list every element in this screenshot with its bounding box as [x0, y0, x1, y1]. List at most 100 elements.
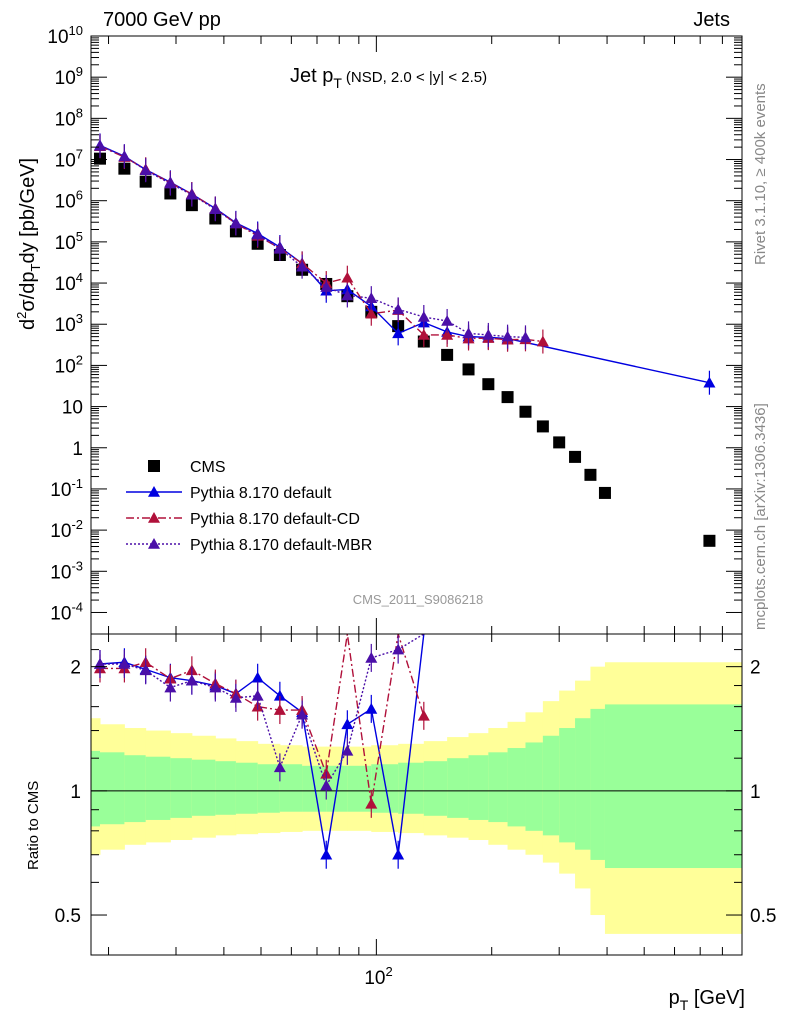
series-marker: [536, 335, 549, 347]
series-marker: [341, 289, 354, 301]
upper-y-tick-label: 106: [55, 188, 83, 213]
ratio-marker: [296, 708, 309, 720]
lower-y-tick-label-right: 2: [750, 658, 761, 679]
uncertainty-band-inner: [257, 764, 281, 813]
cms-data-point: [598, 486, 611, 499]
cms-data-point: [462, 363, 475, 376]
series-marker: [392, 303, 405, 315]
ratio-marker: [365, 702, 378, 714]
uncertainty-band-inner: [559, 728, 576, 843]
ratio-marker: [392, 643, 405, 655]
lower-y-axis-label: Ratio to CMS: [25, 781, 42, 870]
series-marker: [251, 228, 264, 240]
ratio-marker: [320, 779, 333, 791]
series-marker: [392, 327, 405, 339]
ratio-marker: [118, 657, 131, 669]
ratio-marker: [417, 709, 430, 721]
upper-y-tick-label: 108: [55, 105, 83, 130]
upper-y-tick-label: 103: [55, 311, 83, 336]
ratio-marker: [341, 600, 353, 611]
uncertainty-band-inner: [215, 761, 237, 815]
upper-y-axis-label: d2σ/dpTdy [pb/GeV]: [14, 158, 43, 330]
uncertainty-band-inner: [423, 761, 448, 816]
uncertainty-band-inner: [575, 718, 591, 850]
upper-y-tick-label: 1010: [47, 23, 83, 48]
series-line: [99, 145, 526, 339]
cms-data-point: [501, 391, 514, 404]
uncertainty-band-inner: [124, 755, 147, 823]
upper-y-tick-label: 107: [55, 147, 83, 172]
legend-label: Pythia 8.170 default: [190, 485, 332, 502]
series-marker: [164, 177, 177, 189]
ratio-marker: [365, 797, 378, 809]
series-marker: [482, 328, 495, 340]
ratio-marker: [341, 744, 354, 756]
uncertainty-band-inner: [91, 750, 101, 827]
uncertainty-band-inner: [347, 765, 372, 812]
cms-data-point: [553, 436, 566, 449]
lower-frame: [90, 633, 743, 956]
title-main: Jet p: [290, 65, 333, 87]
uncertainty-band-inner: [371, 764, 399, 813]
upper-y-tick-label: 1: [72, 439, 83, 460]
lower-y-tick-label-right: 0.5: [750, 906, 776, 927]
series-marker: [93, 139, 106, 151]
cms-data-point: [569, 450, 582, 463]
legend-marker: [148, 512, 160, 523]
series-marker: [441, 314, 454, 326]
lower-y-tick-label: 1: [70, 782, 81, 803]
uncertainty-band-inner: [398, 762, 425, 814]
cms-data-point: [536, 420, 549, 433]
series-marker: [417, 310, 430, 322]
watermark: CMS_2011_S9086218: [353, 592, 484, 607]
series-marker: [341, 271, 354, 283]
ratio-marker: [229, 691, 242, 703]
x-tick-label: 102: [364, 964, 392, 989]
upper-y-tick-label: 104: [55, 270, 83, 295]
lower-y-tick-label-right: 1: [750, 782, 761, 803]
series-marker: [417, 328, 430, 340]
title-subscript: T: [333, 75, 342, 91]
ratio-marker: [93, 657, 106, 669]
upper-y-tick-label: 10-4: [50, 599, 83, 624]
series-marker: [365, 292, 378, 303]
ratio-marker: [365, 651, 378, 663]
series-marker: [139, 164, 152, 176]
upper-y-tick-label: 10-2: [50, 517, 83, 542]
upper-y-tick-label: 102: [55, 352, 83, 377]
ratio-plot: [93, 600, 430, 869]
cms-data-point: [703, 534, 716, 547]
ratio-marker: [139, 664, 152, 676]
uncertainty-band-inner: [525, 742, 544, 831]
svg-text:Jet pT(NSD, 2.0 < |y| < 2.5): Jet pT (NSD, 2.0 < |y| < 2.5): [290, 65, 487, 91]
uncertainty-band-inner: [542, 735, 560, 836]
series-marker: [296, 260, 309, 272]
cms-data-point: [482, 378, 495, 391]
x-axis-label: pT [GeV]: [669, 987, 745, 1013]
legend-label: Pythia 8.170 default-MBR: [190, 537, 372, 554]
legend-label: Pythia 8.170 default-CD: [190, 511, 360, 528]
series-marker: [703, 376, 716, 388]
title-condition: (NSD, 2.0 < |y| < 2.5): [346, 69, 487, 86]
legend-marker: [148, 460, 160, 472]
ratio-marker: [273, 689, 286, 701]
cms-data-point: [519, 405, 532, 418]
uncertainty-band-inner: [170, 758, 193, 818]
series-marker: [519, 331, 532, 343]
upper-y-tick-label: 109: [55, 64, 83, 89]
series-marker: [501, 330, 514, 342]
ratio-marker: [185, 674, 198, 686]
ratio-marker: [273, 761, 286, 773]
uncertainty-band-inner: [507, 748, 526, 827]
series-line: [99, 145, 543, 343]
uncertainty-band-inner: [590, 708, 606, 860]
legend-label: CMS: [190, 459, 226, 476]
uncertainty-band-inner: [447, 758, 470, 818]
ratio-marker: [251, 689, 264, 701]
series-marker: [273, 242, 286, 254]
uncertainty-band-inner: [191, 759, 216, 816]
uncertainty-band-inner: [235, 762, 259, 814]
header-right: Jets: [693, 9, 730, 31]
side-label-bottom: mcplots.cern.ch [arXiv:1306.3436]: [752, 403, 769, 630]
